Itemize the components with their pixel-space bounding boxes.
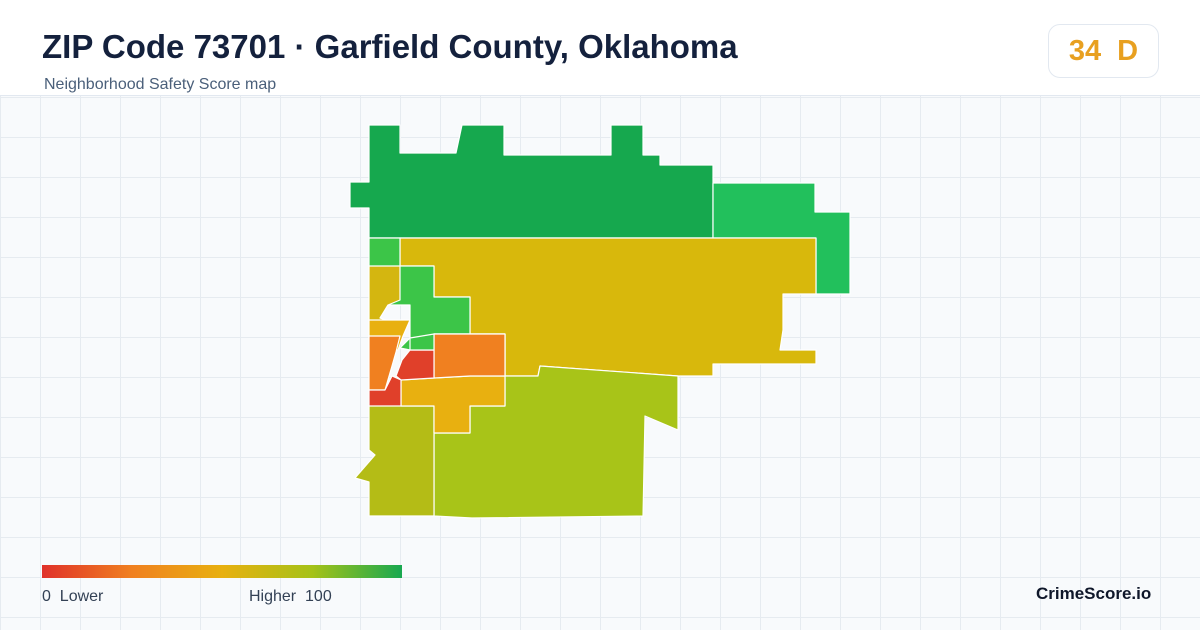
region-core-orange-east[interactable] (433, 333, 506, 379)
page-title: ZIP Code 73701 · Garfield County, Oklaho… (42, 28, 738, 65)
legend-min-label: 0 Lower (42, 588, 103, 606)
score-grade: D (1117, 34, 1139, 67)
region-north[interactable] (349, 124, 714, 239)
header-band (0, 0, 1200, 96)
legend-max-text: Higher (249, 588, 297, 605)
region-core-red[interactable] (395, 349, 435, 381)
legend-min-value: 0 (42, 588, 51, 605)
brand-name[interactable]: CrimeScore.io (1036, 584, 1152, 603)
legend-gradient-bar (42, 565, 402, 578)
legend-max-label: Higher 100 (249, 588, 332, 606)
region-core-green-small[interactable] (409, 333, 435, 351)
page-subtitle: Neighborhood Safety Score map (44, 76, 277, 93)
score-value: 34 (1068, 34, 1102, 67)
legend-min-text: Lower (59, 588, 104, 605)
legend-max-value: 100 (305, 588, 332, 605)
region-core-red-south[interactable] (368, 375, 402, 407)
legend-gradient-fill (42, 565, 402, 578)
region-southwest[interactable] (354, 404, 435, 517)
safety-score-badge: 34 D (1048, 24, 1159, 78)
